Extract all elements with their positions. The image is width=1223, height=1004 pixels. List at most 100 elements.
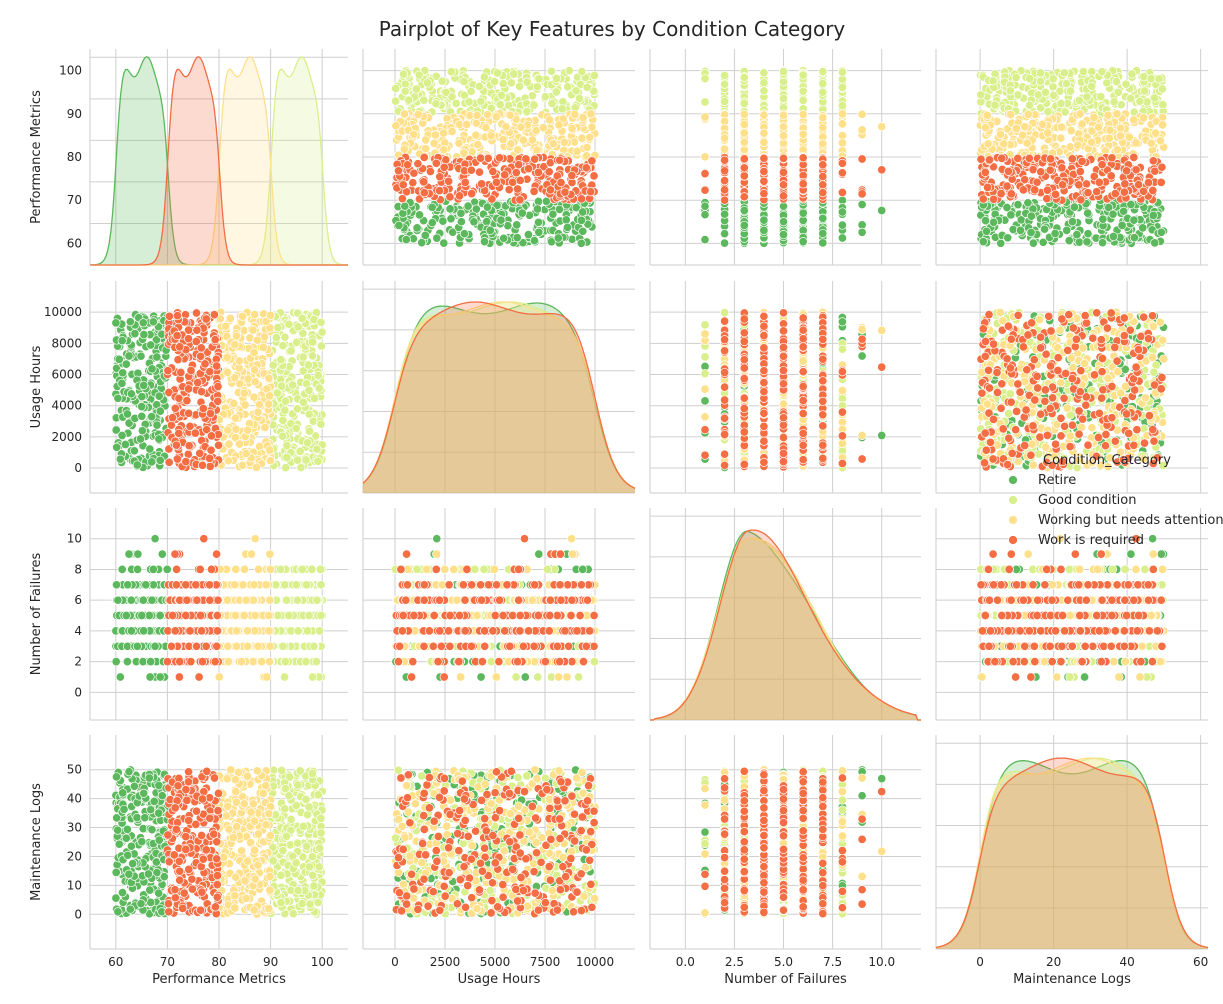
scatter-point [819,181,827,189]
scatter-point [118,431,126,439]
scatter-point [587,188,595,196]
scatter-point [579,208,587,216]
scatter-point [1158,163,1166,171]
scatter-point [224,457,232,465]
scatter-point [1083,238,1091,246]
scatter-point [174,356,182,364]
scatter-point [799,154,807,162]
scatter-point [1025,74,1033,82]
scatter-point [1065,236,1073,244]
scatter-point [1105,134,1113,142]
scatter-point [213,362,221,370]
scatter-point [470,218,478,226]
scatter-point [565,67,573,75]
scatter-point [1082,180,1090,188]
scatter-point [226,314,234,322]
scatter-point [819,239,827,247]
scatter-point [575,94,583,102]
scatter-point [439,217,447,225]
scatter-point [1033,178,1041,186]
scatter-point [1149,186,1157,194]
scatter-point [253,336,261,344]
scatter-points [976,66,1168,247]
scatter-point [499,135,507,143]
scatter-point [1000,140,1008,148]
scatter-point [140,381,148,389]
scatter-point [283,453,291,461]
scatter-point [148,458,156,466]
scatter-point [250,393,258,401]
scatter-point [740,164,748,172]
scatter-point [317,342,325,350]
scatter-point [563,223,571,231]
scatter-point [279,416,287,424]
scatter-point [989,77,997,85]
scatter-point [1076,110,1084,118]
scatter-point [1073,230,1081,238]
scatter-point [518,209,526,217]
scatter-point [500,234,508,242]
scatter-point [125,352,133,360]
scatter-point [123,410,131,418]
scatter-point [1075,181,1083,189]
scatter-point [484,154,492,162]
scatter-point [308,352,316,360]
scatter-point [740,129,748,137]
scatter-point [583,83,591,91]
scatter-point [1113,146,1121,154]
scatter-point [1159,100,1167,108]
scatter-point [1021,123,1029,131]
scatter-point [184,335,192,343]
scatter-point [878,326,886,334]
scatter-point [1046,166,1054,174]
scatter-point [281,406,289,414]
scatter-point [415,211,423,219]
scatter-point [513,233,521,241]
scatter-point [1060,69,1068,77]
scatter-point [555,121,563,129]
scatter-point [259,343,267,351]
scatter-point [130,447,138,455]
scatter-point [568,171,576,179]
scatter-point [1106,126,1114,134]
scatter-point [310,394,318,402]
scatter-point [249,326,257,334]
scatter-point [438,77,446,85]
scatter-point [740,146,748,154]
scatter-point [439,129,447,137]
scatter-point [147,341,155,349]
scatter-point [799,130,807,138]
scatter-point [171,404,179,412]
scatter-point [1025,101,1033,109]
scatter-point [467,87,475,95]
scatter-point [838,83,846,91]
scatter-point [1098,239,1106,247]
panel-perf-vs-logs [936,49,1208,265]
scatter-point [779,218,787,226]
scatter-point [701,385,709,393]
scatter-point [1036,77,1044,85]
scatter-point [760,111,768,119]
scatter-point [799,180,807,188]
scatter-point [515,161,523,169]
scatter-point [1116,124,1124,132]
scatter-point [528,136,536,144]
scatter-point [720,186,728,194]
scatter-point [175,429,183,437]
scatter-point [799,96,807,104]
scatter-point [779,168,787,176]
scatter-point [1006,87,1014,95]
scatter-point [819,67,827,75]
scatter-point [202,315,210,323]
scatter-point [483,203,491,211]
scatter-point [1155,75,1163,83]
scatter-point [432,100,440,108]
scatter-point [472,119,480,127]
scatter-point [210,310,218,318]
scatter-point [294,323,302,331]
scatter-point [309,338,317,346]
scatter-point [838,101,846,109]
chart-title: Pairplot of Key Features by Condition Ca… [379,17,846,41]
